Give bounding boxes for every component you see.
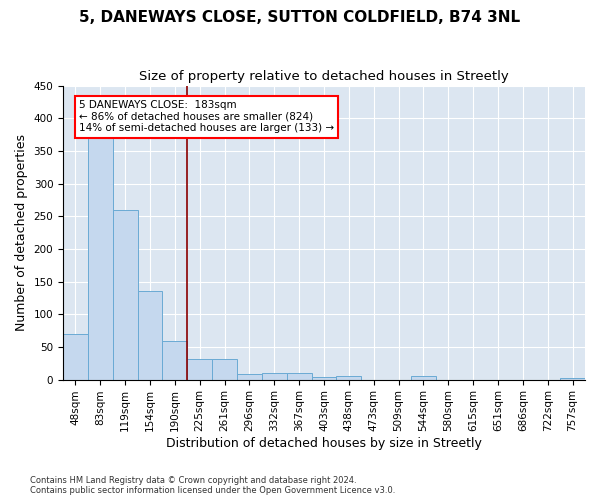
- Bar: [262, 373, 287, 380]
- Y-axis label: Number of detached properties: Number of detached properties: [15, 134, 28, 331]
- Bar: [137, 290, 163, 380]
- Bar: [212, 360, 237, 380]
- Bar: [113, 210, 137, 380]
- Text: 5, DANEWAYS CLOSE, SUTTON COLDFIELD, B74 3NL: 5, DANEWAYS CLOSE, SUTTON COLDFIELD, B74…: [79, 10, 521, 25]
- Bar: [311, 377, 337, 380]
- Bar: [337, 376, 361, 380]
- Title: Size of property relative to detached houses in Streetly: Size of property relative to detached ho…: [139, 70, 509, 83]
- Text: Contains HM Land Registry data © Crown copyright and database right 2024.
Contai: Contains HM Land Registry data © Crown c…: [30, 476, 395, 495]
- Bar: [187, 360, 212, 380]
- X-axis label: Distribution of detached houses by size in Streetly: Distribution of detached houses by size …: [166, 437, 482, 450]
- Bar: [560, 378, 585, 380]
- Bar: [163, 341, 187, 380]
- Bar: [63, 334, 88, 380]
- Bar: [88, 134, 113, 380]
- Bar: [411, 376, 436, 380]
- Text: 5 DANEWAYS CLOSE:  183sqm
← 86% of detached houses are smaller (824)
14% of semi: 5 DANEWAYS CLOSE: 183sqm ← 86% of detach…: [79, 100, 334, 134]
- Bar: [287, 373, 311, 380]
- Bar: [237, 374, 262, 380]
